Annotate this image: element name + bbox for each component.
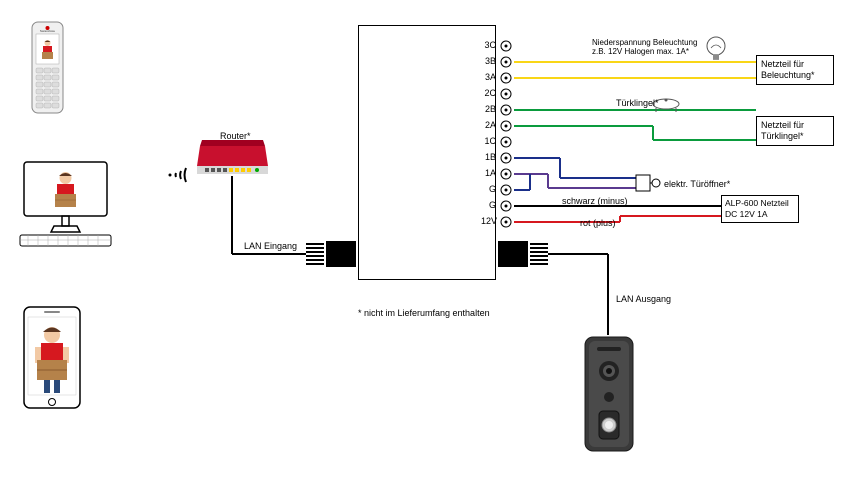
doorbell-label: Türklingel*: [616, 98, 659, 108]
terminal-block: [498, 40, 518, 238]
terminal-label: 2B: [481, 104, 496, 114]
label-text: z.B. 12V Halogen max. 1A*: [592, 47, 689, 56]
terminal-label: 2A: [481, 120, 496, 130]
router: [195, 138, 270, 176]
ethernet-jack-left: [306, 235, 356, 273]
terminal-label: 2C: [481, 88, 496, 98]
door-unit: [583, 335, 635, 453]
box-line: Netzteil für: [761, 59, 804, 69]
terminal-label: 1B: [481, 152, 496, 162]
wifi-icon: [162, 160, 192, 190]
desktop-monitor: [18, 160, 113, 248]
svg-text:SwissVoice: SwissVoice: [40, 29, 56, 33]
terminal-label: 1C: [481, 136, 496, 146]
cordless-phone: SwissVoice: [30, 20, 65, 115]
lan-in-label: LAN Eingang: [244, 241, 297, 251]
terminal-label: 1A: [481, 168, 496, 178]
terminal-label: 3C: [481, 40, 496, 50]
box-line: Türklingel*: [761, 131, 804, 141]
label-text: Türklingel*: [616, 98, 659, 108]
terminal-label: 3A: [481, 72, 496, 82]
black-minus-label: schwarz (minus): [562, 196, 628, 206]
red-plus-label: rot (plus): [580, 218, 616, 228]
smartphone: [22, 305, 82, 410]
box-line: DC 12V 1A: [725, 209, 768, 219]
controller-box: [358, 25, 496, 280]
footnote-label: * nicht im Lieferumfang enthalten: [358, 308, 490, 318]
netzteil-tuerklingel-box: Netzteil für Türklingel*: [756, 116, 834, 146]
terminal-label: 12V: [481, 216, 496, 226]
label-text: * nicht im Lieferumfang enthalten: [358, 308, 490, 318]
ethernet-jack-right: [498, 235, 548, 273]
box-line: ALP-600 Netzteil: [725, 198, 789, 208]
door-opener-label: elektr. Türöffner*: [664, 179, 730, 189]
terminal-label: 3B: [481, 56, 496, 66]
terminal-label: G: [481, 200, 496, 210]
label-text: elektr. Türöffner*: [664, 179, 730, 189]
alp-netzteil-box: ALP-600 Netzteil DC 12V 1A: [721, 195, 799, 223]
label-text: schwarz (minus): [562, 196, 628, 206]
label-text: rot (plus): [580, 218, 616, 228]
label-text: Niederspannung Beleuchtung: [592, 38, 697, 47]
label-text: LAN Ausgang: [616, 294, 671, 304]
box-line: Beleuchtung*: [761, 70, 815, 80]
label-text: LAN Eingang: [244, 241, 297, 251]
netzteil-beleuchtung-box: Netzteil für Beleuchtung*: [756, 55, 834, 85]
box-line: Netzteil für: [761, 120, 804, 130]
low-voltage-label: Niederspannung Beleuchtung z.B. 12V Halo…: [592, 38, 697, 56]
lan-out-label: LAN Ausgang: [616, 294, 671, 304]
terminal-label: G: [481, 184, 496, 194]
